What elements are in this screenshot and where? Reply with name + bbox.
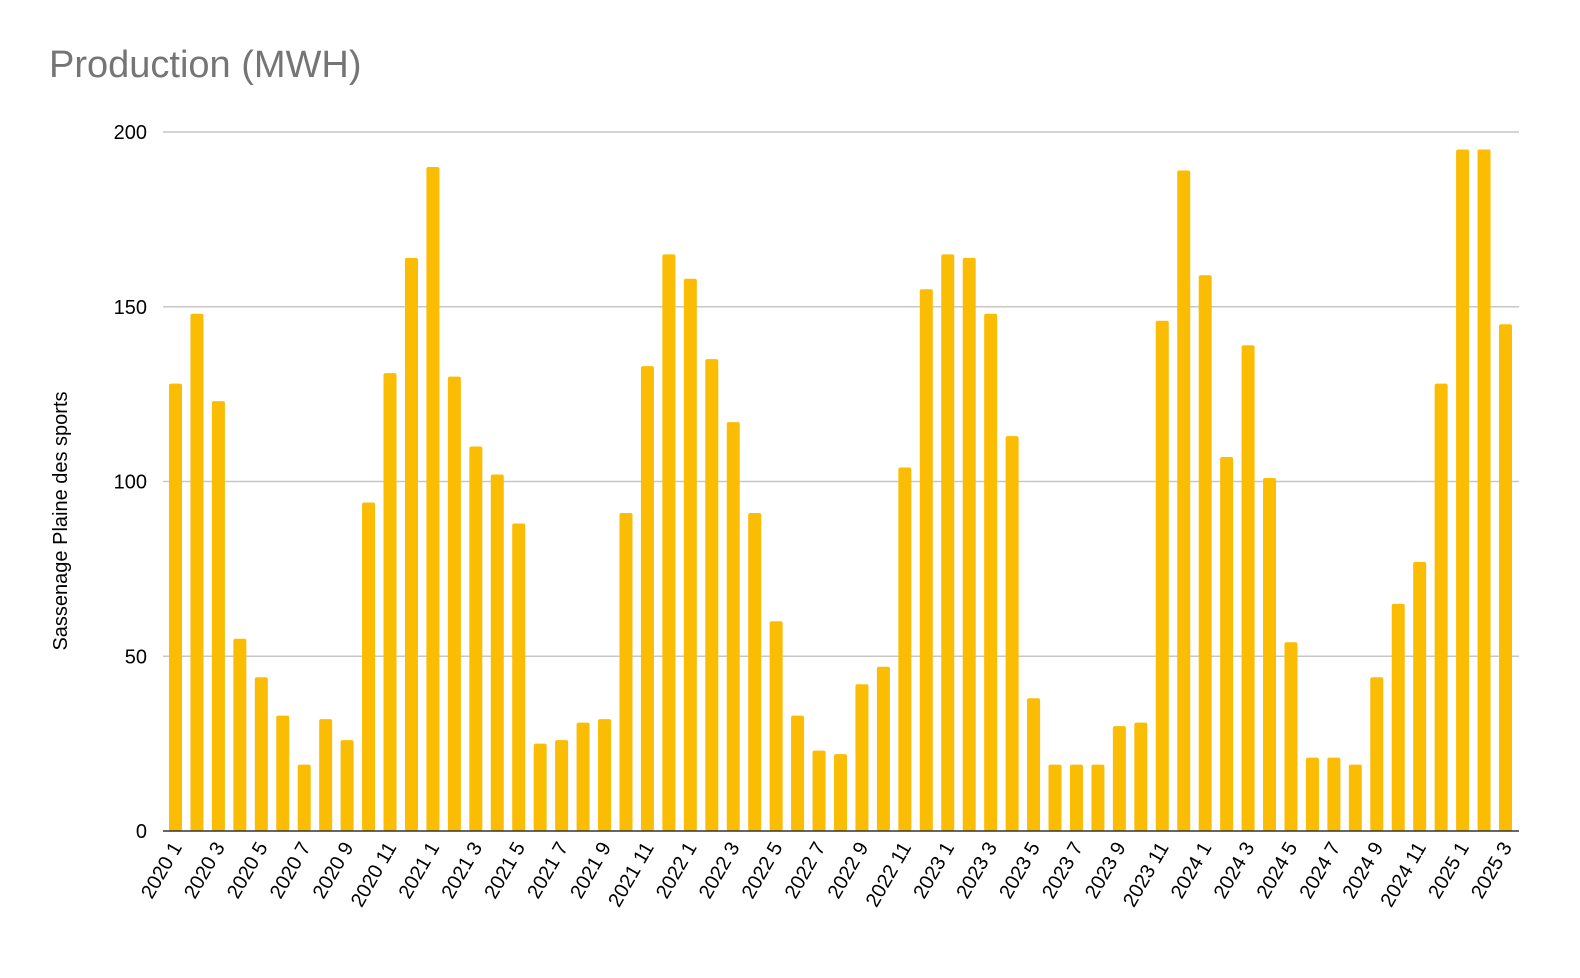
y-tick-label: 50 xyxy=(125,646,147,668)
x-tick-label: 2021 7 xyxy=(523,839,573,903)
bar xyxy=(791,715,805,831)
bar xyxy=(726,422,740,831)
bar xyxy=(1198,275,1212,831)
x-tick-label: 2024 3 xyxy=(1210,839,1260,903)
bar xyxy=(705,359,719,831)
bar xyxy=(962,257,976,831)
x-tick-label: 2022 3 xyxy=(695,839,745,903)
bar xyxy=(362,502,376,831)
bar xyxy=(1048,764,1062,831)
bar xyxy=(898,467,912,831)
x-tick-label: 2022 1 xyxy=(652,839,702,903)
x-tick-label: 2021 5 xyxy=(480,839,530,903)
x-tick-label: 2023 5 xyxy=(995,839,1045,903)
bar xyxy=(1284,642,1298,831)
x-tick-label: 2020 5 xyxy=(223,839,273,903)
x-tick-label: 2022 7 xyxy=(781,839,831,903)
bar xyxy=(662,254,676,831)
bar xyxy=(576,722,590,831)
bar xyxy=(619,512,633,831)
bar xyxy=(1091,764,1105,831)
bar xyxy=(490,474,504,831)
y-axis-title: Sassenage Plaine des sports xyxy=(50,391,72,650)
bar xyxy=(1327,757,1341,831)
bar xyxy=(1069,764,1083,831)
bar xyxy=(748,512,762,831)
bar xyxy=(1263,478,1277,831)
x-tick-label: 2024 5 xyxy=(1253,839,1303,903)
bar xyxy=(1305,757,1319,831)
bar xyxy=(1220,457,1234,831)
bar xyxy=(1241,345,1255,831)
bar xyxy=(1177,170,1191,831)
bar xyxy=(1477,149,1491,832)
bar xyxy=(1112,726,1126,831)
x-tick-label: 2023 3 xyxy=(952,839,1002,903)
bar xyxy=(919,289,933,831)
bar xyxy=(1413,561,1427,831)
bar xyxy=(1348,764,1362,831)
bar xyxy=(1155,320,1169,831)
x-tick-label: 2021 1 xyxy=(395,839,445,903)
bar xyxy=(319,719,333,831)
bar xyxy=(469,446,483,831)
chart-title: Production (MWH) xyxy=(49,44,362,86)
bar xyxy=(1456,149,1470,832)
bars xyxy=(169,149,1512,832)
bar xyxy=(984,313,998,831)
bar xyxy=(834,754,847,831)
bar xyxy=(555,740,569,831)
bar xyxy=(169,383,182,831)
x-tick-label: 2024 1 xyxy=(1167,839,1217,903)
bar xyxy=(276,715,290,831)
bar xyxy=(1370,677,1384,831)
bar xyxy=(1027,698,1041,831)
x-tick-label: 2025 1 xyxy=(1424,839,1474,903)
y-tick-label: 0 xyxy=(136,821,147,843)
bar xyxy=(1499,324,1512,831)
x-tick-label: 2020 3 xyxy=(180,839,230,903)
bar xyxy=(1434,383,1448,831)
bar xyxy=(426,166,440,831)
bar xyxy=(190,313,204,831)
bar xyxy=(297,764,311,831)
bar xyxy=(876,666,890,831)
bar xyxy=(855,684,869,831)
bar xyxy=(533,743,547,831)
x-tick-label: 2024 7 xyxy=(1296,839,1346,903)
x-tick-label: 2025 3 xyxy=(1467,839,1517,903)
bar xyxy=(254,677,268,831)
bar xyxy=(211,401,225,831)
bar xyxy=(404,257,418,831)
bar xyxy=(340,740,354,831)
x-tick-label: 2021 3 xyxy=(438,839,488,903)
y-tick-label: 100 xyxy=(114,472,147,494)
bar xyxy=(683,278,697,831)
x-tick-label: 2020 7 xyxy=(266,839,316,903)
x-tick-label: 2023 1 xyxy=(909,839,959,903)
x-tick-label: 2020 1 xyxy=(137,839,187,903)
bar xyxy=(1005,436,1019,831)
x-tick-label: 2023 7 xyxy=(1038,839,1088,903)
y-tick-label: 150 xyxy=(114,297,147,319)
bar xyxy=(512,523,526,831)
bar xyxy=(941,254,955,831)
bar xyxy=(812,750,826,831)
y-tick-label: 200 xyxy=(114,122,147,144)
bar xyxy=(598,719,612,831)
bar xyxy=(1391,603,1405,831)
bar xyxy=(640,366,654,831)
bar xyxy=(447,376,461,831)
bar xyxy=(1134,722,1148,831)
x-tick-label: 2022 5 xyxy=(738,839,788,903)
bar xyxy=(769,621,783,831)
bar xyxy=(233,638,247,831)
bar xyxy=(383,373,397,831)
